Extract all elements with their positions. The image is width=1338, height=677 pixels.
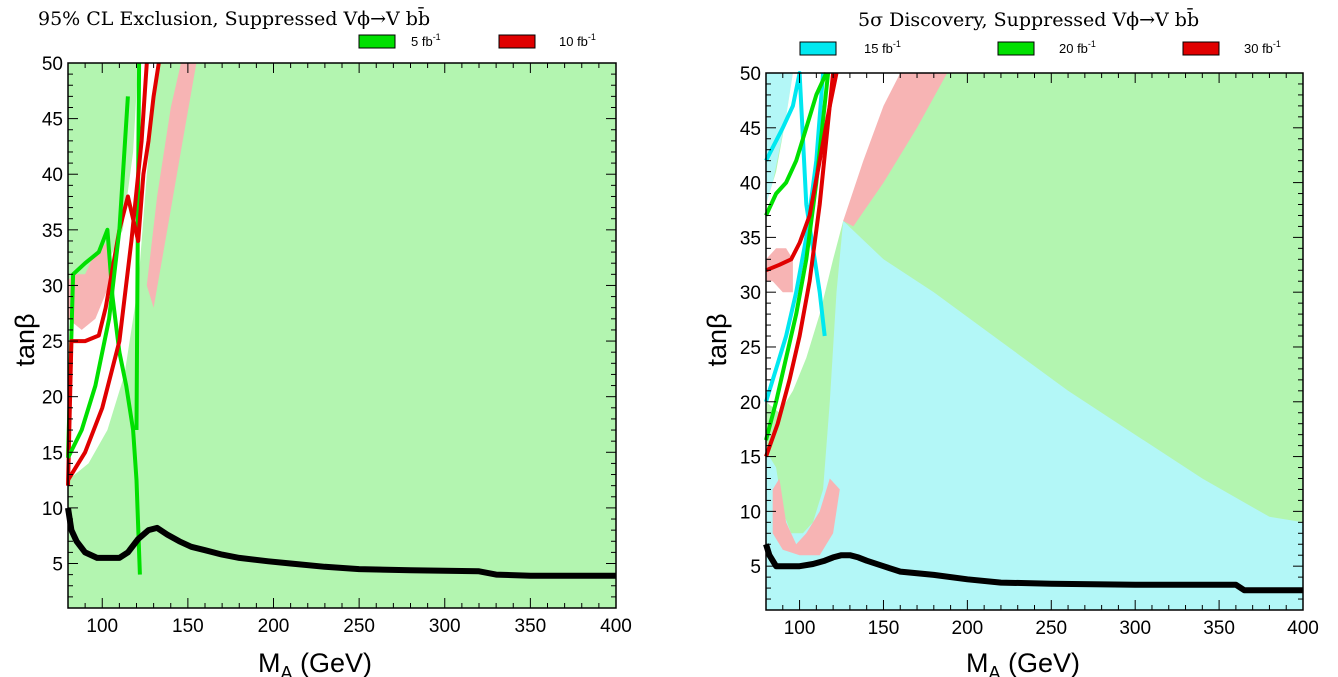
discovery-15fb-region [766, 220, 1303, 610]
uncertain-band-right-left [772, 478, 840, 556]
x-axis-title-right: MA (GeV) [966, 648, 1080, 677]
y-tick-label: 5 [52, 555, 63, 576]
contour-line-10fb-1-2 [66, 62, 161, 486]
plot-area-right: 100 150 200 250 300 350 400 5 10 15 20 25 30 35 40 45 50 [740, 64, 1319, 639]
contour-line-20fb-1-2 [764, 72, 829, 217]
contour-line-5fb-1-1 [134, 62, 142, 431]
y-tick-label: 5 [750, 557, 761, 578]
legend-label-15fb: 15 fb-1 [864, 39, 901, 56]
legend-label-20fb: 20 fb-1 [1059, 39, 1096, 56]
x-tick-label: 400 [1287, 618, 1319, 639]
uncertain-band-left-lower [146, 63, 197, 308]
y-tick-label: 30 [42, 276, 63, 297]
lep-limit-line-6 [763, 543, 1303, 594]
discovery-15fb-region-upper-left [766, 73, 793, 205]
y-tick-label: 30 [740, 283, 761, 304]
y-tick-label: 40 [740, 174, 761, 195]
y-tick-label: 35 [740, 228, 761, 249]
x-tick-label: 350 [1203, 618, 1235, 639]
x-tick-label: 200 [258, 616, 290, 637]
y-tick-label: 25 [42, 332, 63, 353]
panel-left: 95% CL Exclusion, Suppressed Vϕ→V bb̄ 5 … [10, 6, 632, 677]
x-tick-label: 300 [429, 616, 461, 637]
y-tick-label: 20 [42, 388, 63, 409]
legend-swatch-30fb [1182, 41, 1220, 56]
lep-limit-line-5 [65, 507, 616, 579]
legend-label-30fb: 30 fb-1 [1244, 39, 1281, 56]
x-tick-label: 150 [868, 618, 900, 639]
panel-right: 5σ Discovery, Suppressed Vϕ→V bb̄ 15 fb-… [702, 7, 1319, 677]
y-tick-label: 10 [740, 502, 761, 523]
legend-swatch-5fb [358, 34, 396, 49]
y-axis-title-right: tanβ [702, 313, 732, 366]
x-tick-label: 150 [172, 616, 204, 637]
x-tick-label: 250 [1035, 618, 1067, 639]
y-tick-label: 35 [42, 221, 63, 242]
y-tick-label: 15 [740, 448, 761, 469]
legend-swatch-20fb [997, 41, 1035, 56]
y-tick-label: 50 [740, 64, 761, 85]
uncertain-band-right-upper [843, 73, 948, 227]
uncertain-band-left-upper [68, 241, 110, 330]
contour-line-30fb-1-5 [764, 72, 836, 458]
y-tick-label: 10 [42, 499, 63, 520]
legend-swatch-15fb [799, 41, 837, 56]
y-axis-title-left: tanβ [10, 313, 40, 366]
chart-title-right: 5σ Discovery, Suppressed Vϕ→V bb̄ [858, 7, 1199, 31]
contour-line-5fb-1-4 [66, 96, 130, 459]
x-tick-label: 100 [86, 616, 118, 637]
x-tick-label: 300 [1119, 618, 1151, 639]
legend-label-10fb: 10 fb-1 [559, 32, 596, 49]
contour-line-10fb-1-3 [66, 62, 149, 482]
legend-label-5fb: 5 fb-1 [411, 32, 441, 49]
x-axis-title-left: MA (GeV) [258, 648, 372, 677]
uncertain-band-right-lower [766, 248, 793, 293]
y-tick-label: 45 [42, 110, 63, 131]
y-tick-label: 20 [740, 393, 761, 414]
y-tick-label: 40 [42, 165, 63, 186]
x-tick-label: 200 [952, 618, 984, 639]
chart-title-left: 95% CL Exclusion, Suppressed Vϕ→V bb̄ [38, 6, 430, 30]
contour-line-15fb-1-1 [764, 72, 826, 403]
plot-area-left: 100 150 200 250 300 350 400 5 10 15 20 25 30 35 40 45 50 [42, 54, 632, 637]
y-tick-label: 50 [42, 54, 63, 75]
x-tick-label: 400 [600, 616, 632, 637]
x-tick-label: 100 [784, 618, 816, 639]
x-tick-label: 350 [515, 616, 547, 637]
legend-swatch-10fb [498, 34, 536, 49]
y-tick-label: 45 [740, 119, 761, 140]
y-tick-label: 25 [740, 338, 761, 359]
x-tick-label: 250 [343, 616, 375, 637]
excluded-region-fill-left [68, 63, 616, 608]
y-tick-label: 15 [42, 443, 63, 464]
